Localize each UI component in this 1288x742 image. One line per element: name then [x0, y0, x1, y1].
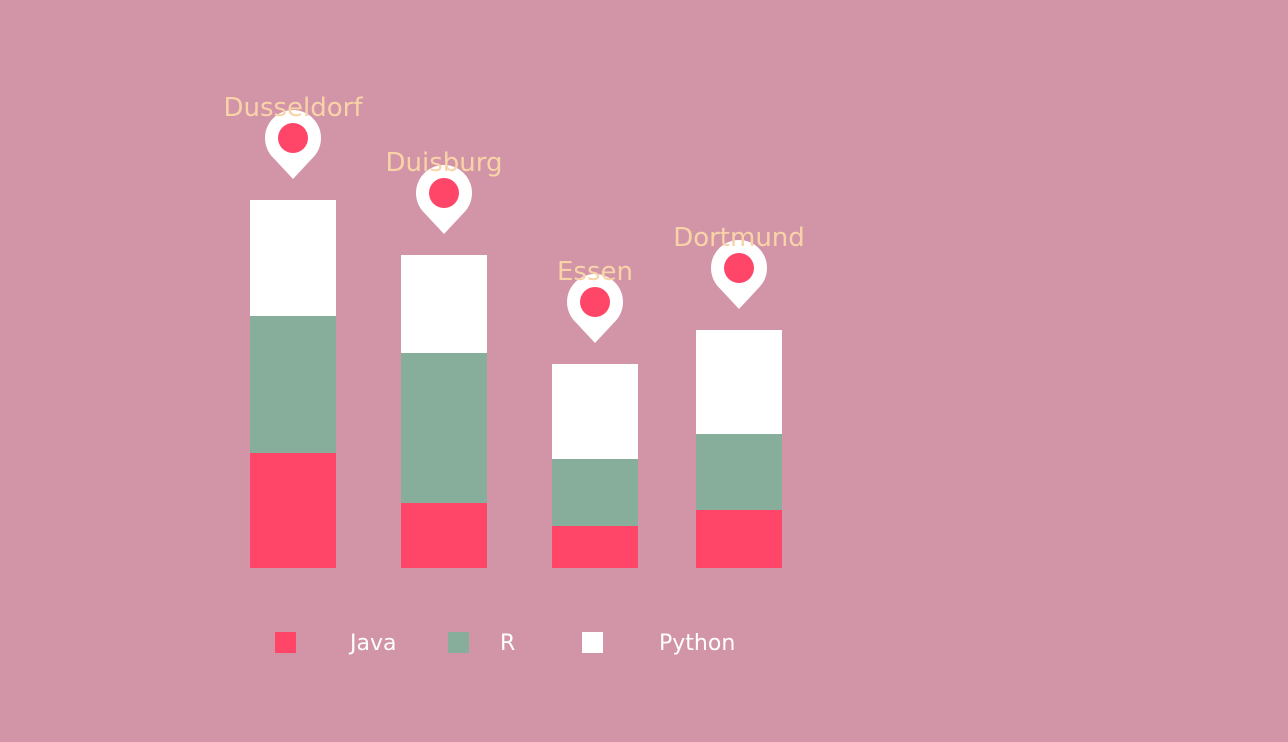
- map-pin-dot-icon: [580, 287, 610, 317]
- bar-essen-r: [552, 459, 638, 526]
- bar-dortmund-java: [696, 510, 782, 568]
- bar-essen-python: [552, 364, 638, 459]
- legend-swatch-python: [582, 632, 603, 653]
- bar-group-essen: Essen: [552, 257, 638, 568]
- city-label-dusseldorf: Dusseldorf: [223, 93, 363, 123]
- legend-label-python: Python: [659, 631, 735, 656]
- map-pin-dot-icon: [278, 123, 308, 153]
- bar-group-dusseldorf: Dusseldorf: [223, 93, 363, 568]
- bar-dusseldorf-r: [250, 316, 336, 453]
- bar-dusseldorf-python: [250, 200, 336, 316]
- legend-label-r: R: [500, 631, 515, 656]
- city-label-dortmund: Dortmund: [673, 223, 805, 253]
- bar-dortmund-python: [696, 330, 782, 434]
- bar-duisburg-java: [401, 503, 487, 568]
- bar-group-dortmund: Dortmund: [673, 223, 805, 568]
- bar-group-duisburg: Duisburg: [386, 148, 503, 568]
- legend-swatch-r: [448, 632, 469, 653]
- bar-essen-java: [552, 526, 638, 568]
- legend: Java R Python: [275, 631, 735, 656]
- city-label-duisburg: Duisburg: [386, 148, 503, 178]
- bar-dusseldorf-java: [250, 453, 336, 568]
- map-pin-dot-icon: [429, 178, 459, 208]
- bar-dortmund-r: [696, 434, 782, 510]
- city-label-essen: Essen: [557, 257, 633, 287]
- bar-duisburg-r: [401, 353, 487, 503]
- bar-duisburg-python: [401, 255, 487, 353]
- legend-label-java: Java: [348, 631, 396, 656]
- legend-swatch-java: [275, 632, 296, 653]
- map-pin-dot-icon: [724, 253, 754, 283]
